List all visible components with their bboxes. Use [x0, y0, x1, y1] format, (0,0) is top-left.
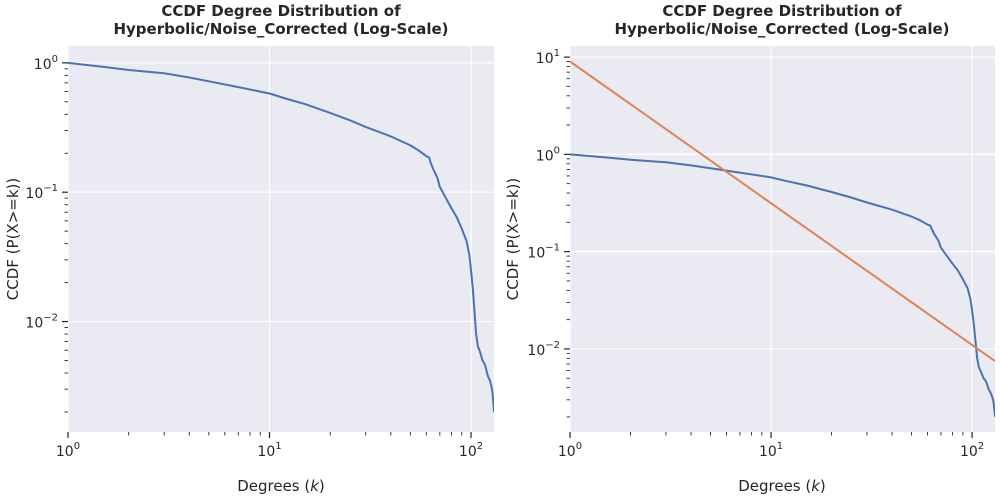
x-tick-label: 101	[257, 441, 281, 460]
x-tick-label: 102	[960, 441, 984, 460]
series-line-2	[570, 60, 995, 362]
x-tick-label: 100	[558, 441, 582, 460]
plot-area	[570, 46, 995, 432]
chart-title: Hyperbolic/Noise_Corrected (Log-Scale)	[113, 20, 448, 38]
x-axis-label: Degrees (k)	[237, 477, 325, 495]
chart-title: Hyperbolic/Noise_Corrected (Log-Scale)	[614, 20, 949, 38]
y-tick-label: 100	[34, 54, 58, 73]
x-tick-label: 102	[459, 441, 483, 460]
y-tick-label: 101	[536, 48, 560, 67]
chart-title: CCDF Degree Distribution of	[662, 2, 902, 20]
y-tick-label: 10−1	[25, 183, 58, 202]
x-axis-label: Degrees (k)	[738, 477, 826, 495]
y-axis-label: CCDF (P(X>=k))	[4, 178, 22, 300]
series-line-1	[570, 153, 995, 417]
y-tick-label: 10−2	[527, 340, 560, 359]
y-tick-label: 10−1	[527, 243, 560, 262]
y-tick-label: 100	[536, 145, 560, 164]
plot-area	[68, 46, 494, 432]
y-tick-label: 10−2	[25, 313, 58, 332]
chart-panel-2: 100 101 102 101 100 10−1 10−2 CCDF Degree Distr…	[504, 2, 995, 495]
chart-title: CCDF Degree Distribution of	[161, 2, 401, 20]
x-tick-label: 101	[759, 441, 783, 460]
chart-panel-1: 100 101 102 100 10−1 10−2 CCDF Degree Distribu…	[4, 2, 494, 495]
x-tick-label: 100	[56, 441, 80, 460]
series-line-1	[68, 61, 494, 413]
y-axis-label: CCDF (P(X>=k))	[504, 178, 522, 300]
